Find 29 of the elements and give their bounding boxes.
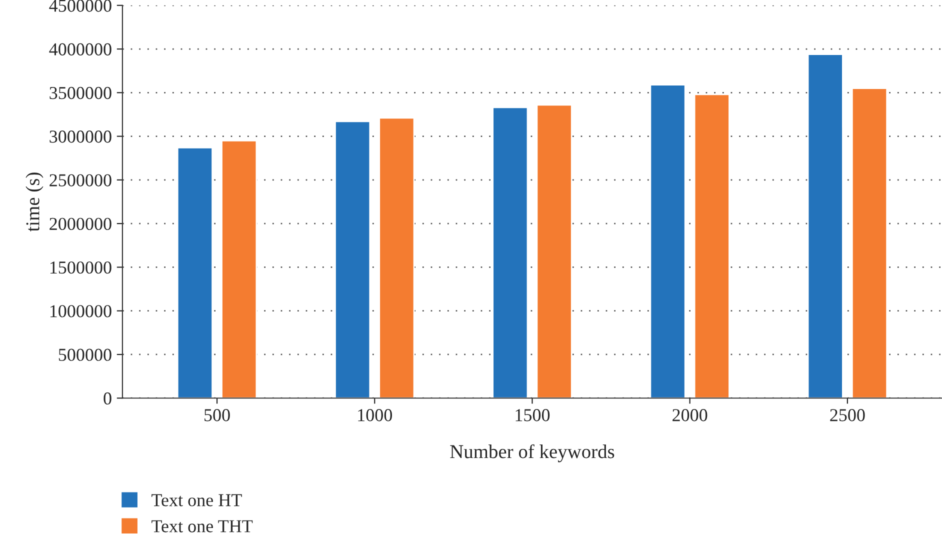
bar (807, 54, 844, 398)
bar (334, 120, 371, 398)
x-tick-label: 1500 (516, 409, 550, 422)
bar (378, 117, 415, 398)
y-tick-label: 2000000 (50, 218, 112, 230)
legend-label: Text one HT (152, 494, 242, 506)
bar (694, 94, 730, 398)
x-tick-label: 500 (204, 409, 230, 422)
y-tick-label: 3000000 (50, 130, 112, 143)
x-tick-label: 2500 (830, 409, 865, 422)
bar (536, 104, 572, 398)
y-tick-label: 0 (104, 392, 112, 405)
y-tick-label: 1000000 (50, 305, 112, 318)
bar (492, 106, 528, 398)
y-tick-label: 500000 (58, 348, 112, 361)
bar (851, 88, 888, 398)
bar (650, 84, 686, 398)
y-tick-label: 4500000 (49, 0, 112, 12)
legend-label: Text one THT (152, 520, 253, 532)
y-tick-label: 3500000 (50, 86, 112, 100)
bar (176, 146, 213, 398)
y-tick-label: 1500000 (50, 261, 112, 274)
y-tick-label: 2500000 (50, 174, 112, 186)
y-tick-label: 4000000 (49, 43, 112, 56)
y-axis-title: time (s) (26, 172, 44, 232)
bar (221, 140, 258, 398)
x-tick-label: 1000 (358, 409, 392, 422)
x-tick-label: 2000 (672, 409, 708, 422)
x-axis-title: Number of keywords (450, 444, 614, 462)
